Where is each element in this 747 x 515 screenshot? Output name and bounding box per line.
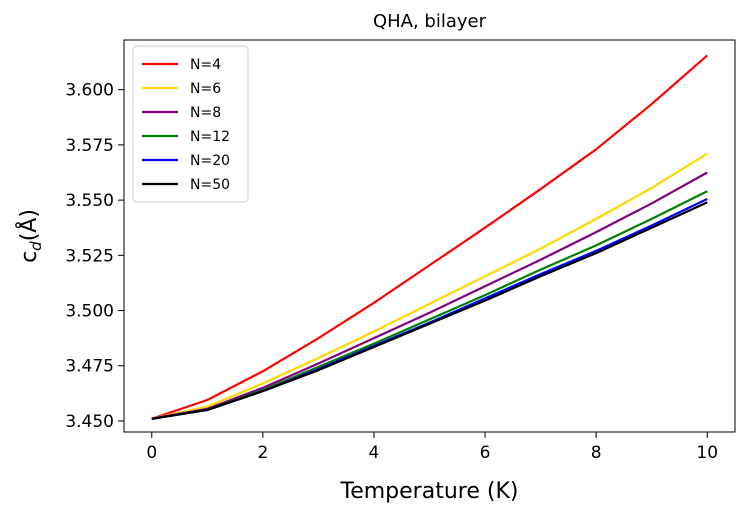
y-axis-label-unit: (Å)	[15, 209, 42, 241]
y-axis-label-main: c	[17, 251, 42, 263]
series-line-n-4	[151, 54, 708, 420]
y-tick-label: 3.600	[65, 81, 114, 101]
y-tick-label: 3.550	[65, 191, 114, 211]
x-axis: 0 2 4 6 8 10	[146, 432, 718, 463]
chart-title: QHA, bilayer	[373, 11, 487, 32]
y-axis: 3.450 3.475 3.500 3.525 3.550 3.575 3.600	[65, 81, 124, 432]
x-tick-label: 6	[480, 443, 491, 463]
y-tick-label: 3.450	[65, 412, 114, 432]
plot-frame	[123, 39, 736, 433]
x-tick-label: 4	[369, 443, 380, 463]
series-line-n-6	[151, 152, 708, 420]
x-tick-label: 8	[591, 443, 602, 463]
series-line-n-8	[151, 171, 708, 420]
legend-label: N=6	[190, 81, 221, 97]
legend-label: N=20	[190, 153, 230, 169]
x-tick-label: 0	[146, 443, 157, 463]
y-tick-label: 3.575	[65, 136, 114, 156]
series-line-n-50	[151, 201, 708, 420]
y-axis-label-subscript: d	[27, 241, 45, 251]
legend-label: N=12	[190, 129, 230, 145]
x-tick-label: 10	[696, 443, 718, 463]
series-lines	[151, 54, 708, 420]
legend-label: N=4	[190, 57, 221, 73]
y-tick-label: 3.525	[65, 246, 114, 266]
legend-label: N=8	[190, 105, 221, 121]
legend: N=4 N=6 N=8 N=12 N=20 N=50	[132, 45, 249, 203]
y-tick-label: 3.500	[65, 302, 114, 322]
legend-label: N=50	[190, 177, 230, 193]
legend-box	[132, 45, 249, 203]
x-tick-label: 2	[257, 443, 268, 463]
y-axis-label: cd(Å)	[15, 209, 45, 263]
x-axis-label: Temperature (K)	[340, 479, 519, 504]
y-tick-label: 3.475	[65, 357, 114, 377]
